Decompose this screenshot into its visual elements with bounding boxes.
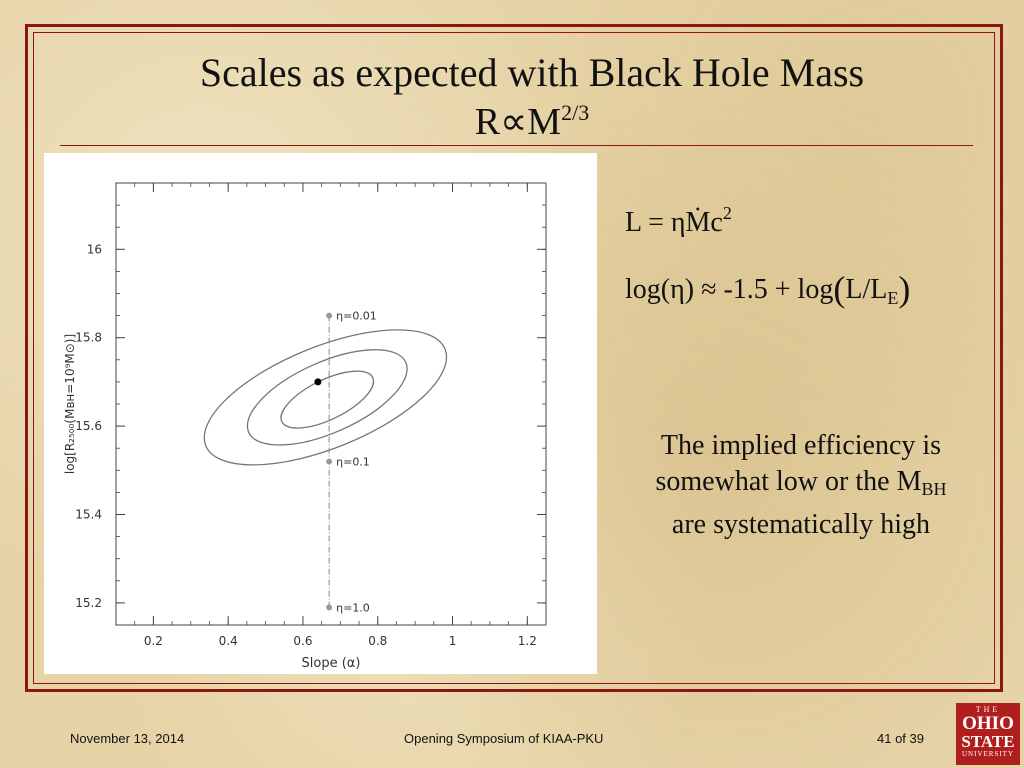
efficiency-label: η=0.01 — [336, 310, 377, 323]
slide-subtitle: R∝M2/3 — [0, 92, 1024, 143]
efficiency-point — [326, 458, 333, 465]
logo-state: STATE — [961, 732, 1015, 751]
efficiency-point — [326, 312, 333, 319]
eq1-exponent: 2 — [722, 203, 732, 223]
implied-efficiency-note: The implied efficiency is somewhat low o… — [650, 428, 952, 543]
slide-frame-inner — [33, 32, 995, 684]
footer-event: Opening Symposium of KIAA-PKU — [404, 731, 604, 746]
footer-date: November 13, 2014 — [70, 731, 185, 746]
eq1-mdot: Ṁ — [685, 207, 711, 238]
confidence-contour — [203, 329, 448, 466]
subtitle-exponent: 2/3 — [561, 100, 590, 125]
note-line1: The implied efficiency is somewhat low o… — [655, 430, 942, 497]
eq2-ratio: L/L — [845, 274, 888, 305]
x-tick-label: 1 — [449, 634, 457, 648]
y-tick-label: 15.4 — [75, 508, 102, 522]
eq1-c: c — [710, 207, 723, 238]
confidence-contour — [246, 349, 408, 446]
slide-title: Scales as expected with Black Hole Mass — [199, 50, 865, 95]
x-tick-label: 0.6 — [293, 634, 312, 648]
efficiency-label: η=0.1 — [336, 455, 370, 468]
x-tick-label: 0.8 — [368, 634, 387, 648]
logo-the: THE — [975, 705, 1001, 714]
eq2-main: log(η) ≈ -1.5 + log — [625, 274, 834, 305]
eq2-open-paren: ( — [833, 269, 846, 309]
y-axis-label: log[R₂₅₀₀(Mʙʜ=10⁹M⊙)] — [63, 334, 77, 474]
logo-university: UNIVERSITY — [962, 750, 1014, 758]
efficiency-point — [326, 604, 333, 611]
footer-page-number: 41 of 39 — [877, 731, 924, 746]
eq1-lhs: L = η — [625, 207, 686, 238]
plot-panel: 0.2 0.4 0.6 0.8 1 1.2 15.2 15.4 15.6 15.8 16 Slope … — [44, 153, 597, 674]
subtitle-base: R∝M — [474, 101, 562, 143]
x-axis-label: Slope (α) — [302, 656, 361, 671]
equation-luminosity: L = ηṀc2 — [625, 203, 732, 239]
y-tick-label: 15.8 — [75, 331, 102, 345]
plot-frame — [115, 182, 547, 626]
eq2-subscript: E — [887, 288, 899, 308]
efficiency-label: η=1.0 — [336, 601, 370, 614]
y-tick-label: 15.2 — [75, 596, 102, 610]
equation-efficiency: log(η) ≈ -1.5 + log(L/LE) — [625, 268, 910, 310]
y-tick-label: 16 — [87, 242, 102, 256]
y-tick-label: 15.6 — [75, 419, 102, 433]
x-tick-label: 0.2 — [144, 634, 163, 648]
x-tick-label: 0.4 — [219, 634, 238, 648]
best-fit-point — [314, 378, 322, 386]
eq2-close-paren: ) — [898, 269, 911, 309]
note-subscript: BH — [921, 479, 947, 499]
logo-ohio: OHIO — [962, 713, 1014, 734]
x-tick-label: 1.2 — [518, 634, 537, 648]
contour-chart: 0.2 0.4 0.6 0.8 1 1.2 15.2 15.4 15.6 15.8 16 Slope … — [63, 182, 547, 671]
note-line2: are systematically high — [671, 509, 931, 540]
title-divider — [60, 145, 973, 146]
slide-frame-outer — [25, 24, 1003, 692]
ohio-state-logo: THE OHIO STATE UNIVERSITY — [956, 703, 1020, 765]
confidence-contour — [280, 370, 375, 429]
